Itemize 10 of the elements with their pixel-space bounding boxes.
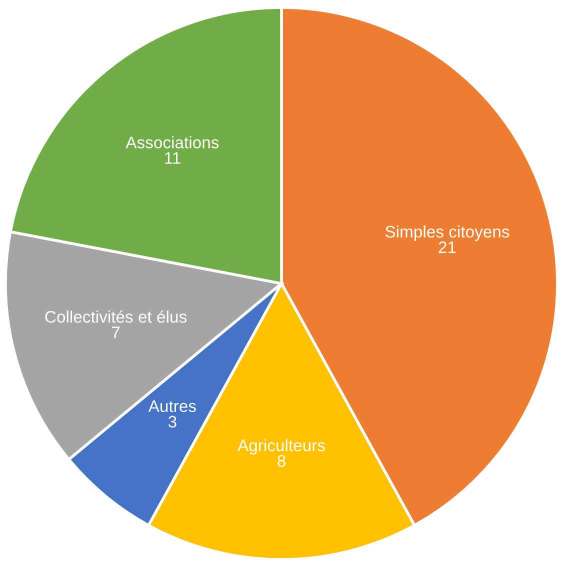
data-label: 21 xyxy=(438,241,456,254)
data-label: 8 xyxy=(278,455,286,467)
slice-label: Associations xyxy=(126,136,219,148)
data-label: 7 xyxy=(112,326,120,338)
slice-label: Agriculteurs xyxy=(238,439,325,455)
slice-label: Simples citoyens xyxy=(385,225,510,241)
slice-label: Collectivités et élus xyxy=(45,310,186,323)
data-label: 3 xyxy=(168,416,176,428)
data-label: 11 xyxy=(165,152,180,164)
slice-label: Autres xyxy=(148,400,196,412)
